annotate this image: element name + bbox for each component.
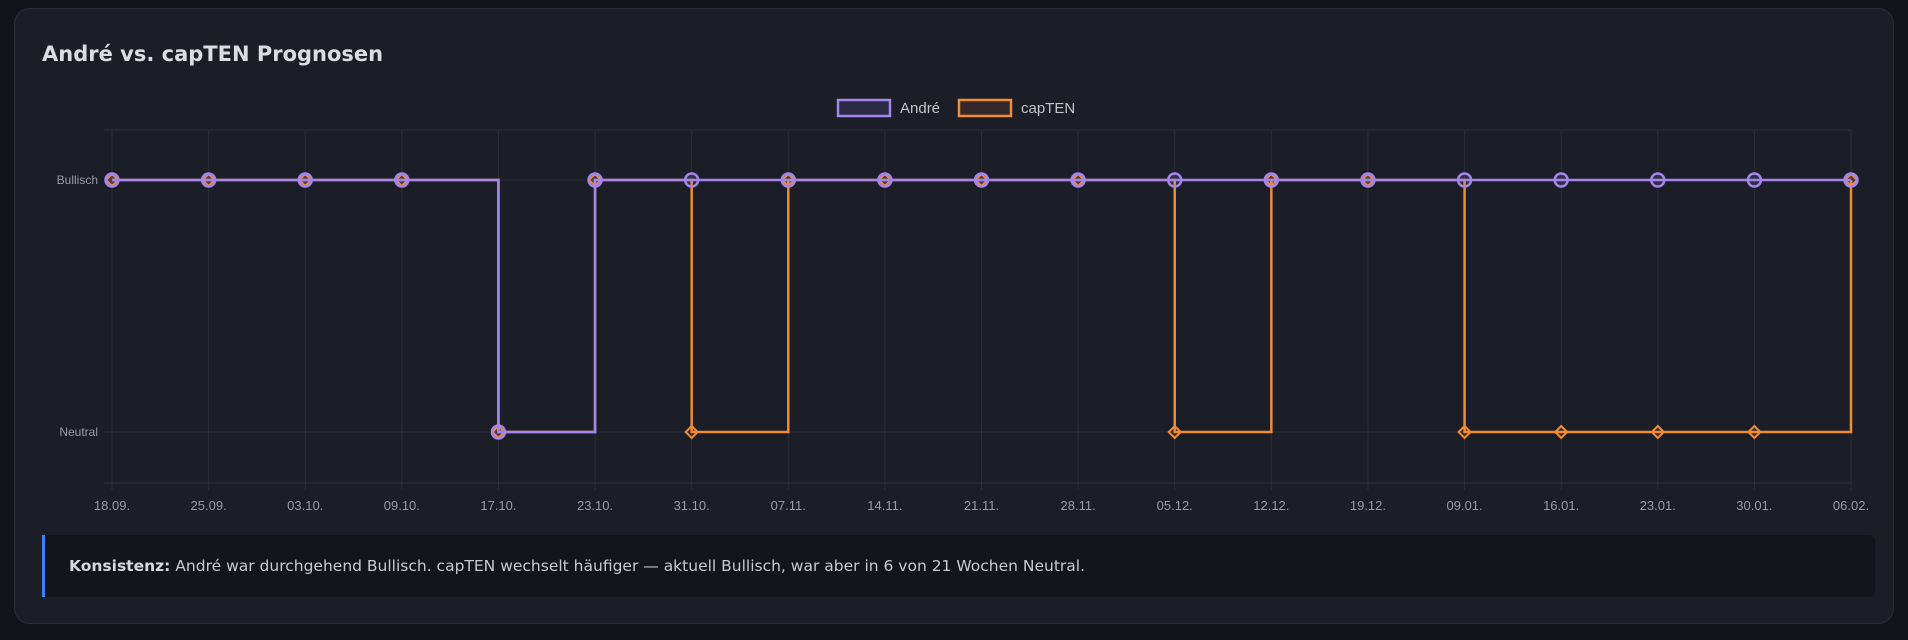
- data-point-andre[interactable]: [1650, 172, 1666, 188]
- data-point-capten[interactable]: [1650, 424, 1666, 440]
- y-tick-label: Neutral: [59, 425, 98, 439]
- callout-label: Konsistenz:: [69, 557, 171, 575]
- x-tick-label: 07.11.: [771, 498, 806, 513]
- data-point-andre[interactable]: [1456, 172, 1473, 188]
- legend-label-andré[interactable]: André: [900, 100, 940, 117]
- data-point-andre[interactable]: [394, 172, 410, 188]
- data-point-andre[interactable]: [1553, 172, 1569, 188]
- x-tick-label: 28.11.: [1061, 498, 1096, 513]
- x-tick-label: 14.11.: [867, 498, 902, 513]
- data-point-andre[interactable]: [587, 172, 603, 188]
- x-tick-label: 09.01.: [1446, 498, 1482, 513]
- data-point-andre[interactable]: [200, 172, 217, 188]
- data-point-andre[interactable]: [297, 172, 313, 188]
- x-tick-label: 03.10.: [287, 498, 323, 513]
- data-point-andre[interactable]: [1843, 172, 1859, 188]
- x-tick-label: 16.01.: [1543, 498, 1579, 513]
- data-point-andre[interactable]: [780, 172, 797, 188]
- legend-swatch-andré[interactable]: [836, 98, 892, 118]
- x-tick-label: 09.10.: [384, 498, 420, 513]
- x-tick-label: 12.12.: [1253, 498, 1289, 513]
- x-tick-label: 25.09.: [191, 498, 227, 513]
- x-tick-label: 30.01.: [1736, 498, 1772, 513]
- data-point-andre[interactable]: [1360, 172, 1376, 188]
- data-point-andre[interactable]: [1746, 172, 1763, 188]
- x-tick-label: 06.02.: [1833, 498, 1869, 513]
- data-point-andre[interactable]: [1263, 172, 1280, 188]
- x-tick-label: 05.12.: [1157, 498, 1193, 513]
- callout-text: André war durchgehend Bullisch. capTEN w…: [170, 557, 1086, 575]
- data-point-capten[interactable]: [1167, 424, 1183, 440]
- y-tick-label: Bullisch: [57, 173, 98, 187]
- x-tick-label: 23.10.: [577, 498, 613, 513]
- data-point-andre[interactable]: [490, 424, 507, 440]
- data-point-capten[interactable]: [1553, 424, 1569, 440]
- consistency-callout: Konsistenz: André war durchgehend Bullis…: [42, 535, 1875, 597]
- data-point-capten[interactable]: [684, 424, 700, 440]
- data-point-andre[interactable]: [104, 172, 120, 188]
- chart-card: André vs. capTEN Prognosen: [14, 8, 1894, 624]
- data-point-andre[interactable]: [683, 172, 700, 188]
- data-point-andre[interactable]: [973, 172, 990, 188]
- data-point-capten[interactable]: [1746, 424, 1762, 440]
- data-point-capten[interactable]: [1457, 424, 1472, 440]
- x-tick-label: 23.01.: [1640, 498, 1676, 513]
- x-tick-label: 31.10.: [674, 498, 710, 513]
- data-point-andre[interactable]: [877, 172, 893, 188]
- series-line-andré: [112, 178, 1851, 434]
- x-tick-label: 19.12.: [1350, 498, 1386, 513]
- x-tick-label: 18.09.: [94, 498, 130, 513]
- x-tick-label: 17.10.: [480, 498, 516, 513]
- data-point-andre[interactable]: [1166, 172, 1183, 188]
- chart-title: André vs. capTEN Prognosen: [42, 42, 384, 66]
- x-tick-label: 21.11.: [964, 498, 999, 513]
- data-point-andre[interactable]: [1070, 172, 1086, 188]
- legend-swatch-capten[interactable]: [957, 98, 1013, 118]
- legend-label-capten[interactable]: capTEN: [1021, 100, 1075, 117]
